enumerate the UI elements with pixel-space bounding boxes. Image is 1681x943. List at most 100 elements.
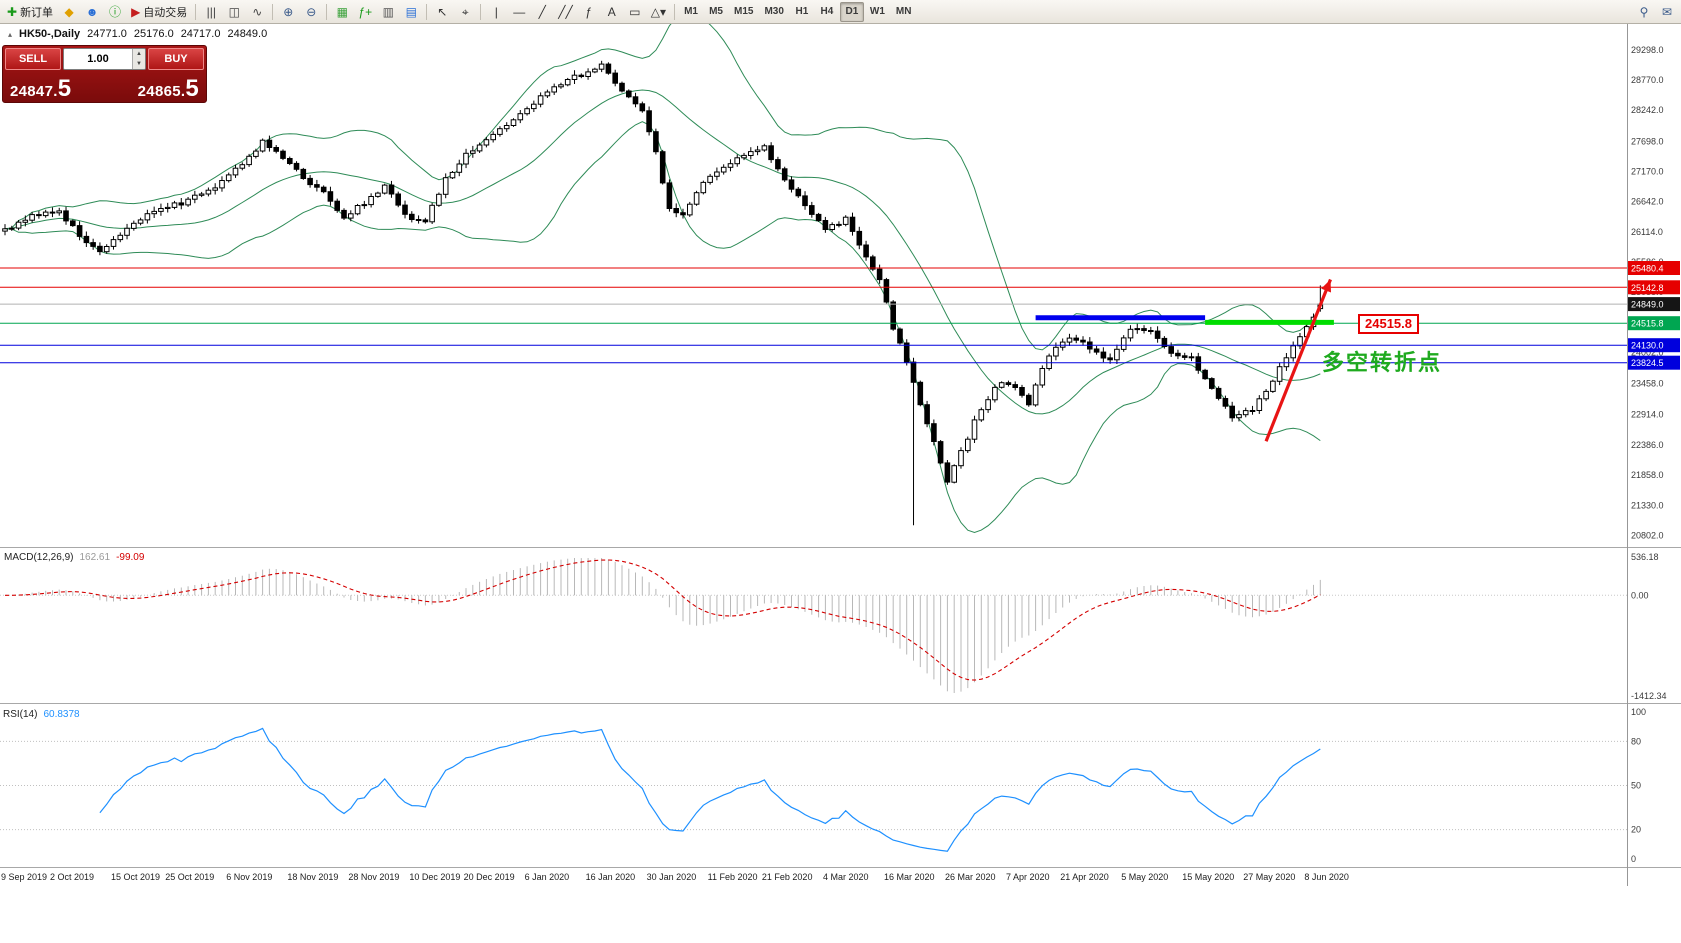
open-value: 24771.0 bbox=[87, 28, 127, 40]
svg-text:24515.8: 24515.8 bbox=[1631, 319, 1664, 329]
timeframe-mn[interactable]: MN bbox=[891, 2, 917, 22]
svg-text:27698.0: 27698.0 bbox=[1631, 136, 1664, 146]
bar-chart-mode-icon-glyph: ||| bbox=[206, 4, 216, 19]
shapes-icon[interactable]: △▾ bbox=[647, 2, 670, 22]
timeframe-m15[interactable]: M15 bbox=[729, 2, 758, 22]
timeframe-w1[interactable]: W1 bbox=[865, 2, 890, 22]
sell-button[interactable]: SELL bbox=[5, 48, 61, 70]
horizontal-line-icon[interactable]: — bbox=[508, 2, 530, 22]
date-label: 28 Nov 2019 bbox=[348, 872, 400, 882]
bar-chart-mode-icon[interactable]: ||| bbox=[200, 2, 222, 22]
pane-separator[interactable] bbox=[0, 547, 1681, 548]
timeframe-h1[interactable]: H1 bbox=[790, 2, 814, 22]
text-icon-glyph: A bbox=[607, 4, 616, 19]
turning-point-annotation[interactable]: 多空转折点 bbox=[1322, 350, 1443, 375]
toolbar-separator bbox=[426, 3, 428, 20]
svg-text:26642.0: 26642.0 bbox=[1631, 197, 1664, 207]
buy-button[interactable]: BUY bbox=[148, 48, 204, 70]
new-order-button[interactable]: ✚ 新订单 bbox=[3, 2, 57, 22]
cursor-icon-glyph: ↖ bbox=[437, 4, 448, 19]
high-value: 25176.0 bbox=[133, 28, 174, 40]
time-axis[interactable]: 9 Sep 2019 2 Oct 2019 15 Oct 2019 25 Oct 20… bbox=[0, 868, 1681, 886]
close-value: 24849.0 bbox=[227, 28, 268, 40]
community-icon[interactable]: ☻ bbox=[81, 2, 103, 22]
search-icon[interactable]: ⚲ bbox=[1633, 2, 1655, 22]
price-level-flag[interactable]: 24515.8 bbox=[1358, 314, 1419, 334]
tile-windows-icon[interactable]: ▦ bbox=[331, 2, 353, 22]
svg-text:21330.0: 21330.0 bbox=[1631, 500, 1664, 510]
svg-text:22914.0: 22914.0 bbox=[1631, 410, 1664, 420]
periods-icon[interactable]: ▥ bbox=[377, 2, 399, 22]
svg-text:27170.0: 27170.0 bbox=[1631, 166, 1664, 176]
fibonacci-icon[interactable]: ƒ bbox=[578, 2, 600, 22]
timeframe-h4[interactable]: H4 bbox=[815, 2, 839, 22]
date-label: 27 May 2020 bbox=[1243, 872, 1296, 882]
timeframe-m5[interactable]: M5 bbox=[704, 2, 728, 22]
zoom-out-icon-glyph: ⊖ bbox=[306, 4, 317, 19]
rsi-indicator-canvas[interactable]: 100 80 50 20 0 bbox=[0, 704, 1681, 867]
timeframe-m1[interactable]: M1 bbox=[679, 2, 703, 22]
new-order-button-label: 新订单 bbox=[20, 6, 54, 19]
volume-input[interactable] bbox=[64, 49, 132, 69]
svg-text:80: 80 bbox=[1631, 736, 1641, 746]
timeframe-m30[interactable]: M30 bbox=[759, 2, 788, 22]
text-label-icon[interactable]: ▭ bbox=[624, 2, 646, 22]
volume-control: ▲ ▼ bbox=[63, 48, 146, 70]
mql5-market-icon-glyph: ◆ bbox=[64, 4, 74, 19]
price-chart-canvas[interactable]: 29298.0 28770.0 28242.0 27698.0 27170.0 26642… bbox=[0, 24, 1681, 547]
date-label: 8 Jun 2020 bbox=[1304, 872, 1349, 882]
date-label: 2 Oct 2019 bbox=[50, 872, 95, 882]
vertical-line-icon[interactable]: | bbox=[485, 2, 507, 22]
cursor-icon[interactable]: ↖ bbox=[431, 2, 453, 22]
templates-icon[interactable]: ▤ bbox=[400, 2, 422, 22]
date-label: 5 May 2020 bbox=[1121, 872, 1169, 882]
svg-text:50: 50 bbox=[1631, 781, 1641, 791]
svg-text:25480.4: 25480.4 bbox=[1631, 264, 1664, 274]
volume-up-button[interactable]: ▲ bbox=[133, 49, 145, 59]
date-label: 21 Feb 2020 bbox=[761, 872, 813, 882]
crosshair-icon-glyph: ⌖ bbox=[461, 4, 469, 19]
macd-indicator-canvas[interactable]: 536.18 0.00 -1412.34 bbox=[0, 548, 1681, 703]
date-label: 20 Dec 2019 bbox=[463, 872, 515, 882]
text-icon[interactable]: A bbox=[601, 2, 623, 22]
chat-icon[interactable]: ✉ bbox=[1656, 2, 1678, 22]
line-chart-mode-icon[interactable]: ∿ bbox=[246, 2, 268, 22]
chart-area[interactable]: 29298.0 28770.0 28242.0 27698.0 27170.0 26642… bbox=[0, 24, 1681, 943]
date-label: 16 Mar 2020 bbox=[883, 872, 935, 882]
search-icon-glyph: ⚲ bbox=[1639, 4, 1649, 19]
indicators-icon[interactable]: ƒ+ bbox=[354, 2, 376, 22]
autotrading-button[interactable]: ▶ 自动交易 bbox=[127, 2, 191, 22]
one-click-collapse-icon[interactable]: ▴ bbox=[8, 29, 13, 39]
community-icon-glyph: ☻ bbox=[85, 4, 99, 19]
crosshair-icon[interactable]: ⌖ bbox=[454, 2, 476, 22]
toolbar: ✚ 新订单 ◆ ☻ ⓘ ▶ 自动交易 ||| ◫ ∿ ⊕ ⊖ ▦ ƒ+ ▥ ▤ ↖ ⌖ | — ╱ ╱╱ ƒ A ▭ △▾ M1 M5… bbox=[0, 0, 1681, 24]
toolbar-separator bbox=[326, 3, 328, 20]
zoom-out-icon[interactable]: ⊖ bbox=[300, 2, 322, 22]
pane-separator[interactable] bbox=[0, 703, 1681, 704]
svg-text:24002.0: 24002.0 bbox=[1631, 348, 1664, 358]
sell-price[interactable]: 24847.5 bbox=[10, 75, 72, 102]
tile-windows-icon-glyph: ▦ bbox=[336, 4, 348, 19]
zoom-in-icon[interactable]: ⊕ bbox=[277, 2, 299, 22]
toolbar-separator bbox=[674, 3, 676, 20]
volume-down-button[interactable]: ▼ bbox=[133, 59, 145, 69]
svg-text:0: 0 bbox=[1631, 854, 1636, 864]
channel-icon[interactable]: ╱╱ bbox=[554, 2, 576, 22]
periods-icon-glyph: ▥ bbox=[382, 4, 394, 19]
rsi-label: RSI(14) 60.8378 bbox=[3, 709, 80, 720]
mql5-market-icon[interactable]: ◆ bbox=[58, 2, 80, 22]
horizontal-line-icon-glyph: — bbox=[513, 4, 526, 19]
symbol-ohlc-line: ▴ HK50-,Daily 24771.0 25176.0 24717.0 24… bbox=[8, 28, 267, 40]
vertical-line-icon-glyph: | bbox=[494, 4, 498, 19]
date-label: 30 Jan 2020 bbox=[646, 872, 697, 882]
svg-text:28242.0: 28242.0 bbox=[1631, 105, 1664, 115]
timeframe-d1[interactable]: D1 bbox=[839, 1, 864, 22]
autotrading-button-label: 自动交易 bbox=[143, 6, 188, 19]
date-label: 7 Apr 2020 bbox=[1006, 872, 1050, 882]
fibonacci-icon-glyph: ƒ bbox=[585, 4, 593, 19]
toolbar-separator bbox=[195, 3, 197, 20]
help-icon[interactable]: ⓘ bbox=[104, 2, 126, 22]
candlestick-mode-icon[interactable]: ◫ bbox=[223, 2, 245, 22]
trendline-icon[interactable]: ╱ bbox=[531, 2, 553, 22]
buy-price[interactable]: 24865.5 bbox=[137, 75, 199, 102]
